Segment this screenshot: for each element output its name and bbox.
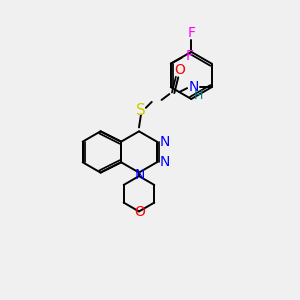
Text: S: S: [136, 103, 146, 118]
Text: N: N: [189, 80, 199, 94]
Text: N: N: [160, 135, 170, 149]
Text: F: F: [187, 26, 195, 40]
Text: O: O: [174, 64, 185, 77]
Text: N: N: [135, 168, 145, 182]
Text: N: N: [160, 155, 170, 169]
Text: H: H: [194, 88, 204, 101]
Text: O: O: [134, 206, 146, 219]
Text: F: F: [185, 49, 194, 63]
